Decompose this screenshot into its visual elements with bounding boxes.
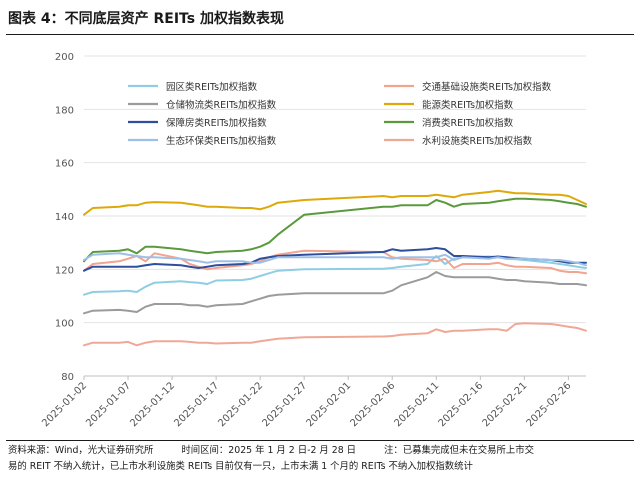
series-line-6	[83, 197, 587, 263]
figure-header: 图表 4：不同底层资产 REITs 加权指数表现	[0, 0, 640, 36]
legend-label: 生态环保类REITs加权指数	[166, 135, 277, 147]
legend-label: 交通基础设施类REITs加权指数	[422, 81, 552, 93]
series-line-7	[83, 252, 587, 267]
legend-label: 水利设施类REITs加权指数	[422, 135, 533, 147]
y-tick-label: 100	[55, 319, 74, 330]
top-rule	[6, 34, 634, 35]
y-tick-label: 200	[55, 52, 74, 63]
series-line-1	[83, 255, 587, 296]
y-tick-label: 120	[55, 265, 74, 276]
x-tick-label: 2025-02-01	[304, 380, 353, 429]
legend-label: 能源类REITs加权指数	[422, 99, 514, 111]
note-period: 时间区间：2025 年 1 月 2 日-2 月 28 日	[181, 445, 357, 456]
x-tick-label: 2025-02-06	[348, 380, 397, 429]
series-layer	[83, 189, 587, 347]
note-line-2: 易的 REIT 不纳入统计，已上市水利设施类 REITs 目前仅有一只，上市未满…	[8, 459, 632, 475]
x-tick-label: 2025-01-27	[260, 380, 309, 429]
note-line-1: 资料来源：Wind，光大证券研究所 时间区间：2025 年 1 月 2 日-2 …	[8, 443, 632, 459]
y-axis-ticks: 80 100 120 140 160 180 200	[55, 52, 74, 383]
note-source: 资料来源：Wind，光大证券研究所	[8, 445, 154, 456]
chart-canvas: 80 100 120 140 160 180 200 2025-01-022025-01-0…	[40, 52, 587, 429]
figure-title: 图表 4：不同底层资产 REITs 加权指数表现	[8, 11, 284, 27]
series-line-8	[83, 322, 587, 347]
note-remark-end: 易的 REIT 不纳入统计，已上市水利设施类 REITs 目前仅有一只，上市未满…	[8, 461, 473, 472]
x-tick-label: 2025-01-02	[40, 380, 89, 429]
legend-label: 保障房类REITs加权指数	[166, 117, 267, 129]
bottom-rule	[6, 440, 634, 441]
note-remark-start: 注：已募集完成但未在交易所上市交	[384, 445, 535, 456]
x-tick-label: 2025-01-17	[172, 380, 221, 429]
y-tick-label: 180	[55, 105, 74, 116]
x-tick-label: 2025-01-07	[84, 380, 133, 429]
legend-label: 消费类REITs加权指数	[422, 117, 514, 129]
x-tick-label: 2025-02-16	[437, 380, 486, 429]
x-tick-label: 2025-01-12	[128, 380, 177, 429]
x-tick-label: 2025-02-26	[525, 380, 574, 429]
x-tick-label: 2025-02-21	[481, 380, 530, 429]
legend-label: 仓储物流类REITs加权指数	[166, 99, 277, 111]
series-line-3	[83, 271, 587, 315]
y-tick-label: 140	[55, 212, 74, 223]
series-line-2	[83, 249, 587, 275]
legend: 园区类REITs加权指数 交通基础设施类REITs加权指数仓储物流类REITs加权…	[128, 81, 552, 147]
y-tick-label: 160	[55, 159, 74, 170]
x-axis-ticks: 2025-01-022025-01-072025-01-122025-01-17…	[40, 376, 574, 429]
figure-note: 资料来源：Wind，光大证券研究所 时间区间：2025 年 1 月 2 日-2 …	[8, 443, 632, 475]
line-chart: 80 100 120 140 160 180 200 2025-01-02 2025-01-0…	[0, 36, 640, 440]
y-tick-label: 80	[61, 372, 74, 383]
series-line-4	[83, 189, 587, 216]
x-tick-label: 2025-01-22	[216, 380, 265, 429]
legend-label: 园区类REITs加权指数	[166, 81, 258, 93]
x-tick-label: 2025-02-11	[393, 380, 442, 429]
